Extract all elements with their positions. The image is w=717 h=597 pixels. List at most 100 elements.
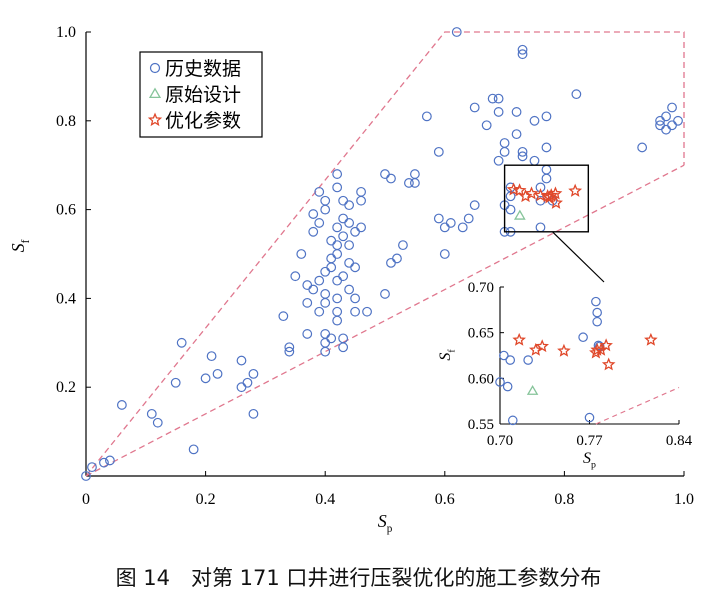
data-point bbox=[599, 338, 613, 352]
data-point bbox=[584, 412, 595, 423]
data-point bbox=[326, 253, 337, 264]
y-tick-label: 0.6 bbox=[56, 202, 76, 219]
data-point bbox=[398, 240, 408, 251]
data-point bbox=[320, 195, 331, 206]
data-point bbox=[332, 306, 343, 317]
data-point bbox=[661, 124, 671, 135]
data-point bbox=[541, 111, 552, 122]
data-point bbox=[637, 142, 648, 153]
data-point bbox=[314, 275, 325, 286]
x-axis-label: Sp bbox=[378, 511, 393, 535]
data-point bbox=[493, 93, 504, 104]
data-point bbox=[591, 296, 601, 307]
data-point bbox=[242, 377, 253, 388]
data-point bbox=[350, 262, 361, 273]
data-point bbox=[433, 146, 444, 157]
chart-figure: 0 0.2 0.4 0.6 0.8 1.0 0.2 0.4 0.6 0.8 1.0 Sp Sf 0.70… bbox=[8, 24, 694, 535]
data-point bbox=[176, 337, 187, 348]
inset-y-tick-label: 0.70 bbox=[468, 280, 494, 296]
data-point bbox=[517, 151, 528, 162]
data-point bbox=[344, 284, 355, 295]
data-point bbox=[105, 455, 115, 466]
data-point bbox=[578, 332, 588, 343]
data-point bbox=[296, 249, 307, 259]
data-point bbox=[116, 400, 127, 410]
data-point bbox=[499, 138, 510, 148]
x-tick-label: 0.8 bbox=[554, 491, 574, 508]
data-point bbox=[338, 231, 349, 242]
data-point bbox=[314, 186, 325, 197]
inset-x-tick-label: 0.77 bbox=[576, 433, 603, 449]
data-point bbox=[212, 368, 223, 379]
data-point bbox=[326, 235, 337, 246]
data-point bbox=[469, 102, 480, 113]
data-point bbox=[386, 173, 396, 184]
data-point bbox=[326, 333, 337, 344]
x-tick-label: 1.0 bbox=[674, 491, 694, 508]
data-point bbox=[457, 222, 468, 233]
data-point bbox=[557, 343, 571, 357]
data-point bbox=[302, 329, 313, 339]
data-point bbox=[332, 222, 343, 233]
data-point bbox=[493, 155, 504, 166]
data-point bbox=[147, 112, 163, 127]
data-point bbox=[524, 186, 539, 200]
data-point bbox=[320, 289, 331, 299]
data-point bbox=[302, 280, 313, 290]
data-point bbox=[644, 332, 658, 346]
data-point bbox=[439, 249, 450, 259]
data-point bbox=[505, 204, 516, 215]
data-point bbox=[667, 102, 677, 113]
data-point bbox=[320, 329, 331, 339]
data-point bbox=[278, 311, 289, 322]
data-point bbox=[332, 182, 343, 193]
data-point bbox=[481, 120, 492, 131]
data-point bbox=[380, 289, 390, 299]
data-point bbox=[590, 342, 604, 356]
data-point bbox=[541, 142, 552, 153]
x-tick-label: 0.4 bbox=[315, 491, 335, 508]
data-point bbox=[661, 111, 671, 122]
y-axis-label: Sf bbox=[8, 239, 32, 252]
inset-plot: 0.70 0.77 0.84 0.55 0.60 0.65 0.70 Sp Sf bbox=[437, 280, 693, 470]
data-point bbox=[302, 297, 313, 308]
figure-caption: 图 14 对第 171 口井进行压裂优化的施工参数分布 bbox=[115, 566, 602, 590]
data-point bbox=[601, 357, 616, 371]
data-point bbox=[506, 182, 521, 196]
data-point bbox=[526, 384, 539, 395]
zoom-box bbox=[503, 164, 590, 233]
data-point bbox=[332, 315, 343, 326]
data-point bbox=[544, 188, 559, 202]
legend-box bbox=[139, 51, 263, 138]
data-point bbox=[320, 266, 331, 277]
data-point bbox=[533, 188, 548, 202]
data-point bbox=[149, 62, 161, 74]
data-point bbox=[206, 351, 217, 362]
data-point bbox=[511, 129, 522, 140]
data-point bbox=[493, 107, 504, 117]
data-point bbox=[507, 415, 518, 426]
inset-y-tick-label: 0.65 bbox=[468, 326, 494, 342]
data-point bbox=[535, 222, 546, 233]
data-point bbox=[188, 444, 199, 455]
data-point bbox=[463, 213, 474, 224]
data-point bbox=[513, 209, 526, 220]
inset-y-axis-label: Sf bbox=[437, 349, 457, 361]
data-point bbox=[248, 408, 259, 419]
data-point bbox=[344, 257, 355, 268]
data-point bbox=[81, 471, 91, 481]
data-point bbox=[350, 226, 361, 237]
data-point bbox=[445, 218, 456, 228]
data-point bbox=[535, 182, 546, 193]
x-tick-label: 0 bbox=[82, 491, 90, 508]
data-point bbox=[517, 44, 528, 55]
data-point bbox=[511, 107, 522, 117]
data-point bbox=[502, 381, 513, 392]
data-point bbox=[338, 342, 349, 353]
data-point bbox=[332, 293, 343, 304]
data-point bbox=[512, 332, 526, 346]
data-point bbox=[487, 93, 498, 104]
data-point bbox=[356, 195, 366, 206]
inset-boundary-line bbox=[595, 386, 680, 425]
data-point bbox=[338, 213, 349, 224]
